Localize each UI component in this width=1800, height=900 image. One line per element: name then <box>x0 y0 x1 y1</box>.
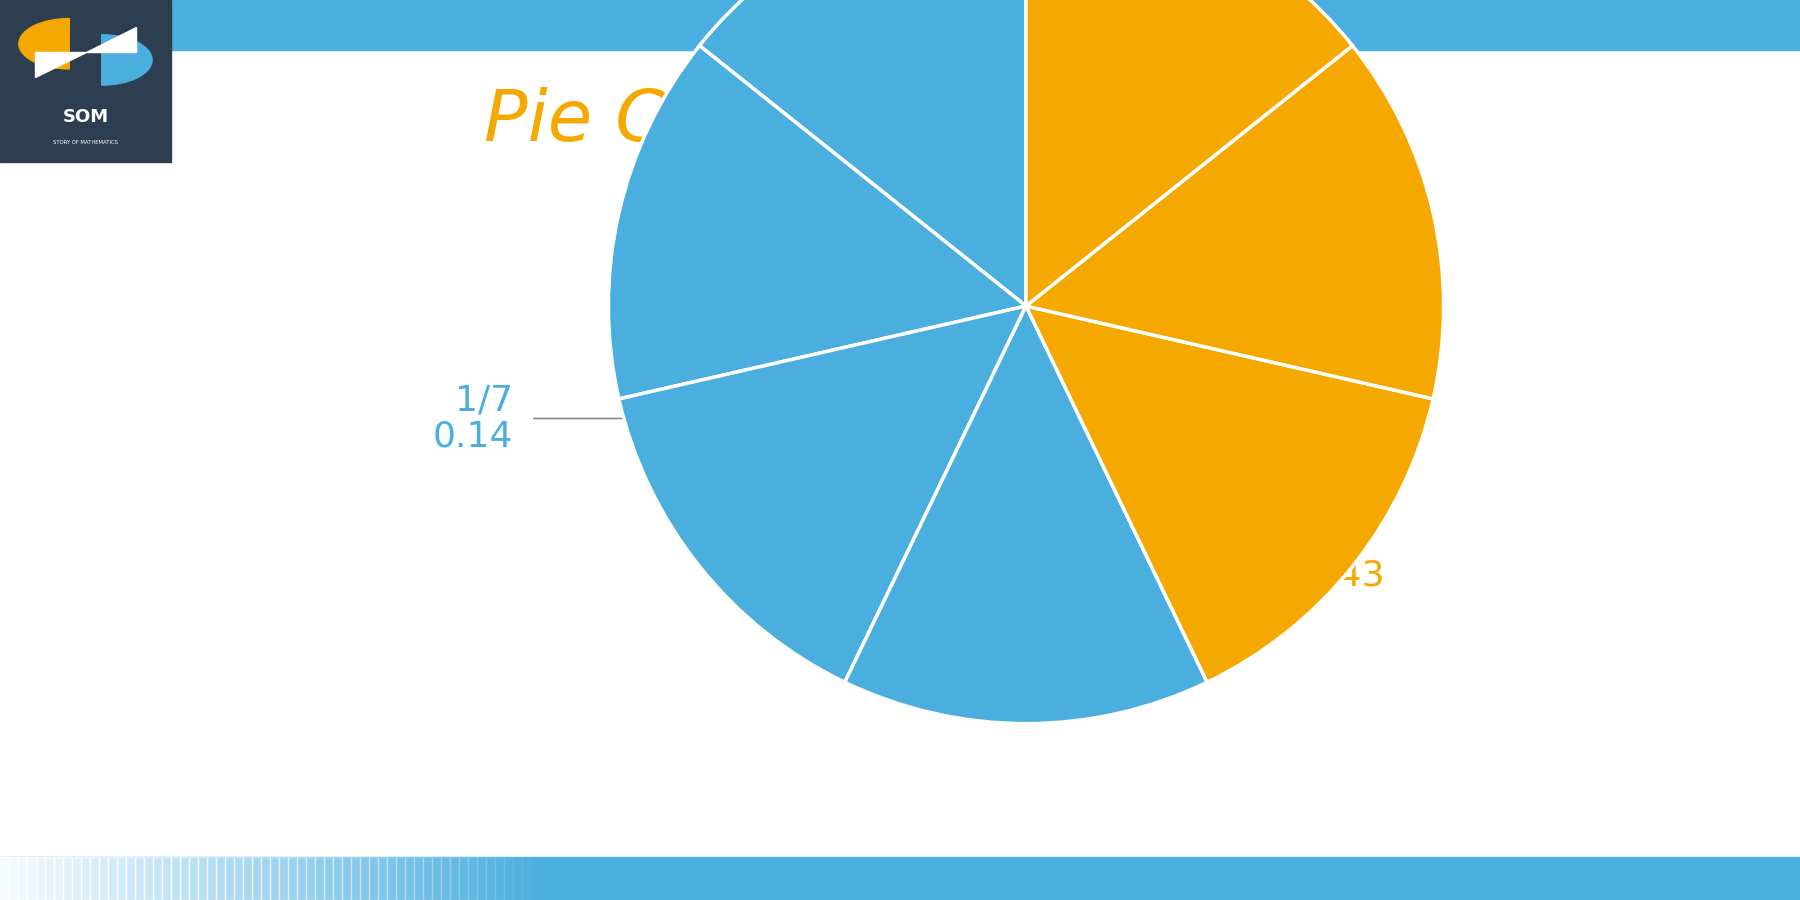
Bar <box>522 857 531 900</box>
Bar <box>405 857 414 900</box>
Text: 1/7: 1/7 <box>455 383 513 418</box>
Bar <box>297 857 306 900</box>
Bar <box>54 857 63 900</box>
Bar <box>441 857 450 900</box>
Bar <box>0 857 9 900</box>
Bar <box>450 857 459 900</box>
Bar <box>288 857 297 900</box>
Bar <box>0 0 1800 50</box>
Wedge shape <box>1026 306 1433 682</box>
Text: Pie Chart - 4/7 = 0.571: Pie Chart - 4/7 = 0.571 <box>484 87 1316 156</box>
Bar <box>396 857 405 900</box>
Bar <box>45 857 54 900</box>
Bar <box>261 857 270 900</box>
Bar <box>486 857 495 900</box>
Bar <box>207 857 216 900</box>
Wedge shape <box>1026 0 1352 306</box>
Wedge shape <box>18 19 68 69</box>
Bar <box>72 857 81 900</box>
Bar <box>513 857 522 900</box>
Bar <box>504 857 513 900</box>
Bar <box>270 857 279 900</box>
Bar <box>414 857 423 900</box>
Bar <box>369 857 378 900</box>
Bar <box>432 857 441 900</box>
Wedge shape <box>1026 46 1444 399</box>
Bar <box>225 857 234 900</box>
Bar <box>90 857 99 900</box>
Bar <box>18 857 27 900</box>
Bar <box>180 857 189 900</box>
Bar <box>387 857 396 900</box>
Bar <box>243 857 252 900</box>
Bar <box>99 857 108 900</box>
Bar <box>531 857 540 900</box>
Bar <box>234 857 243 900</box>
Bar <box>27 857 36 900</box>
Bar <box>423 857 432 900</box>
Polygon shape <box>36 52 86 77</box>
Bar <box>360 857 369 900</box>
Bar <box>162 857 171 900</box>
Wedge shape <box>608 46 1026 399</box>
Bar <box>495 857 504 900</box>
Bar <box>315 857 324 900</box>
Bar <box>36 857 45 900</box>
Wedge shape <box>844 306 1208 724</box>
Wedge shape <box>619 306 1026 682</box>
Bar <box>324 857 333 900</box>
Bar <box>153 857 162 900</box>
Bar <box>117 857 126 900</box>
Bar <box>144 857 153 900</box>
Bar <box>135 857 144 900</box>
Bar <box>63 857 72 900</box>
Wedge shape <box>101 35 151 86</box>
Bar <box>468 857 477 900</box>
Bar <box>477 857 486 900</box>
Bar <box>252 857 261 900</box>
Bar <box>459 857 468 900</box>
Bar <box>279 857 288 900</box>
Text: 0.43: 0.43 <box>1305 559 1386 593</box>
Bar <box>333 857 342 900</box>
Bar <box>378 857 387 900</box>
Polygon shape <box>86 27 137 52</box>
Wedge shape <box>700 0 1026 306</box>
Text: SOM: SOM <box>63 108 108 126</box>
Bar <box>126 857 135 900</box>
Bar <box>81 857 90 900</box>
Bar <box>198 857 207 900</box>
Text: 3/7: 3/7 <box>1305 523 1363 557</box>
Bar <box>108 857 117 900</box>
Bar <box>9 857 18 900</box>
Text: 0.14: 0.14 <box>432 419 513 454</box>
Text: STORY OF MATHEMATICS: STORY OF MATHEMATICS <box>52 140 119 145</box>
Bar <box>0 0 171 162</box>
Bar <box>216 857 225 900</box>
Bar <box>0 857 1800 900</box>
Bar <box>306 857 315 900</box>
Bar <box>342 857 351 900</box>
Bar <box>171 857 180 900</box>
Bar <box>351 857 360 900</box>
Bar <box>189 857 198 900</box>
